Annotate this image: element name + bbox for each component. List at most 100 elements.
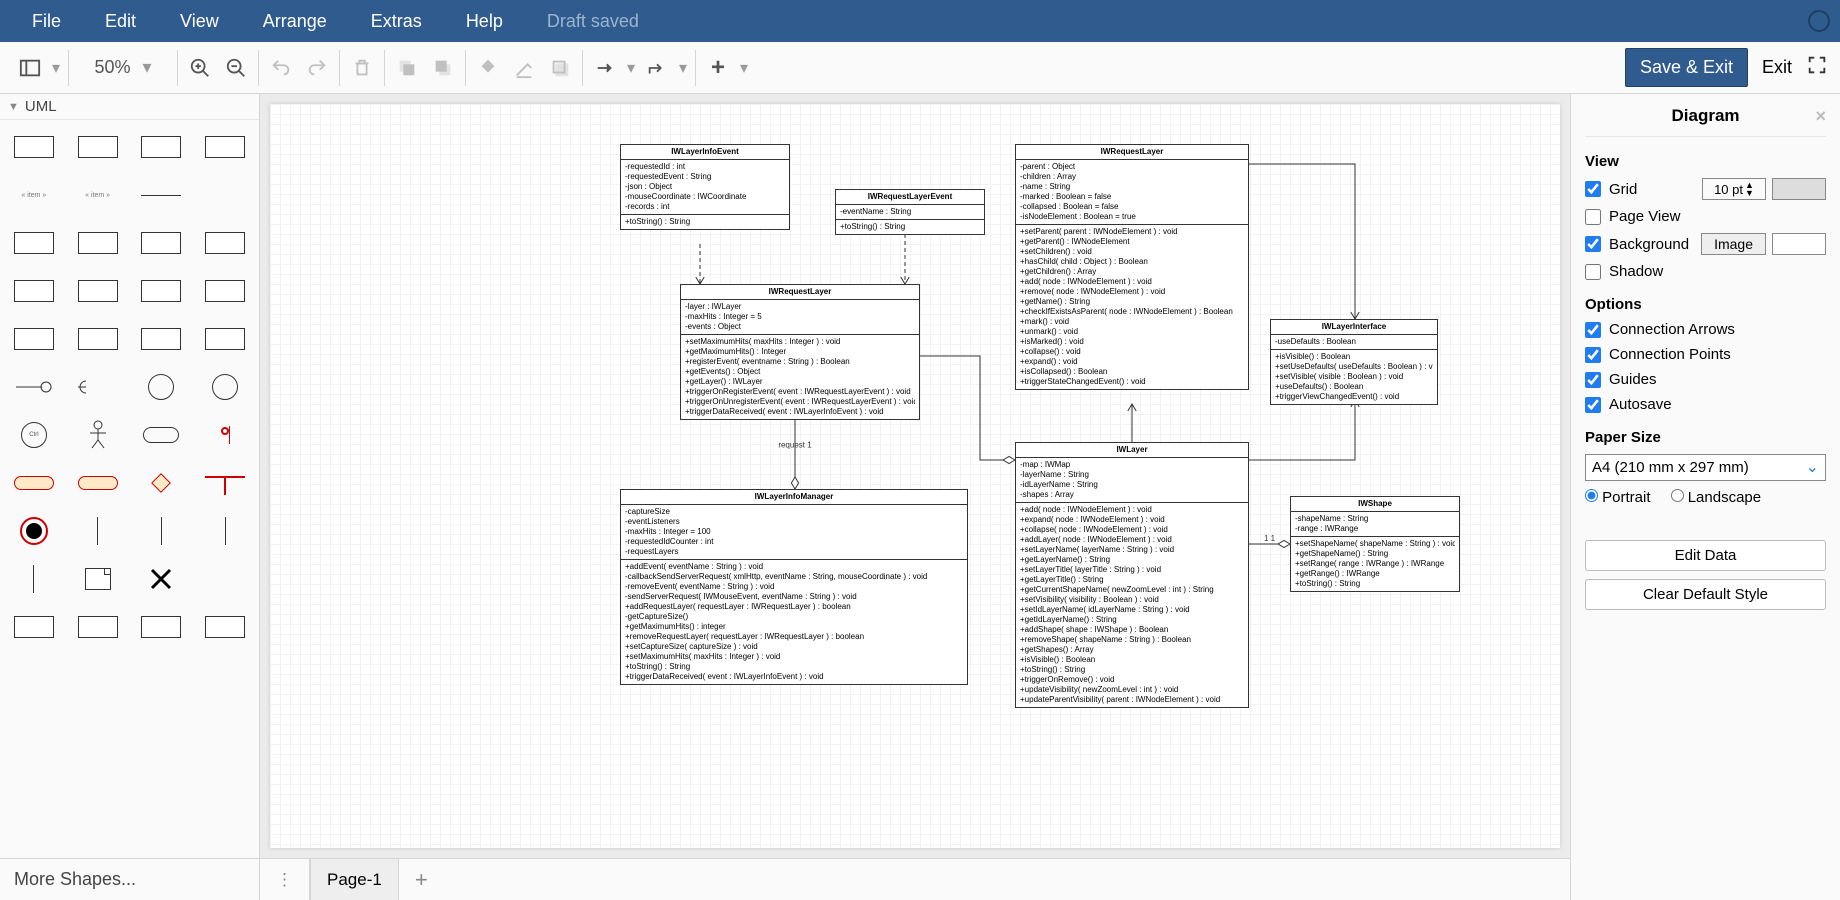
- paper[interactable]: request 11 1 IWLayerInfoEvent-requestedI…: [270, 104, 1560, 848]
- shape-thumb[interactable]: [132, 510, 192, 552]
- shape-thumb[interactable]: [195, 126, 255, 168]
- uml-class-IWRequestLayer_left[interactable]: IWRequestLayer-layer : IWLayer-maxHits :…: [680, 284, 920, 420]
- shape-thumb[interactable]: [68, 558, 128, 600]
- uml-class-IWLayerInfoEvent[interactable]: IWLayerInfoEvent-requestedId : int-reque…: [620, 144, 790, 230]
- zoom-out-icon[interactable]: [218, 50, 254, 86]
- shape-thumb[interactable]: [68, 606, 128, 648]
- uml-class-IWRequestLayer_top[interactable]: IWRequestLayer-parent : Object-children …: [1015, 144, 1249, 390]
- zoom-value[interactable]: 50%: [94, 57, 130, 78]
- uml-class-IWLayer[interactable]: IWLayer-map : IWMap-layerName : String-i…: [1015, 442, 1249, 708]
- sidebar-toggle-caret-icon[interactable]: ▾: [48, 50, 64, 86]
- uml-class-IWRequestLayerEvent[interactable]: IWRequestLayerEvent-eventName : String+t…: [835, 189, 985, 235]
- to-front-icon[interactable]: [389, 50, 425, 86]
- save-and-exit-button[interactable]: Save & Exit: [1625, 48, 1748, 87]
- shape-thumb[interactable]: [132, 174, 192, 216]
- fill-color-icon[interactable]: [470, 50, 506, 86]
- edit-data-button[interactable]: Edit Data: [1585, 540, 1826, 571]
- shape-thumb[interactable]: [195, 318, 255, 360]
- conn-points-checkbox[interactable]: [1585, 347, 1601, 363]
- shape-thumb[interactable]: [4, 318, 64, 360]
- line-color-icon[interactable]: [506, 50, 542, 86]
- connection-caret-icon[interactable]: ▾: [623, 50, 639, 86]
- shape-thumb[interactable]: [195, 558, 255, 600]
- guides-checkbox[interactable]: [1585, 372, 1601, 388]
- shape-thumb[interactable]: [195, 222, 255, 264]
- page-tabs-menu-icon[interactable]: ⋮: [260, 859, 310, 900]
- waypoint-icon[interactable]: [639, 50, 675, 86]
- uml-class-IWLayerInfoManager[interactable]: IWLayerInfoManager-captureSize-eventList…: [620, 489, 968, 685]
- shape-thumb[interactable]: [132, 270, 192, 312]
- shape-thumb[interactable]: [68, 366, 128, 408]
- uml-class-IWShape[interactable]: IWShape-shapeName : String-range : IWRan…: [1290, 496, 1460, 592]
- shadow-icon[interactable]: [542, 50, 578, 86]
- shape-thumb[interactable]: [68, 510, 128, 552]
- shape-thumb[interactable]: « item »: [68, 174, 128, 216]
- add-page-button[interactable]: +: [399, 859, 444, 900]
- delete-icon[interactable]: [344, 50, 380, 86]
- grid-checkbox[interactable]: [1585, 181, 1601, 197]
- shape-thumb[interactable]: [195, 174, 255, 216]
- grid-color-swatch[interactable]: [1772, 178, 1826, 200]
- shape-thumb[interactable]: [68, 414, 128, 456]
- shape-thumb[interactable]: [195, 366, 255, 408]
- conn-arrows-checkbox[interactable]: [1585, 322, 1601, 338]
- uml-class-IWLayerInterface[interactable]: IWLayerInterface-useDefaults : Boolean+i…: [1270, 319, 1438, 405]
- redo-icon[interactable]: [299, 50, 335, 86]
- shape-thumb[interactable]: [132, 558, 192, 600]
- page-tab-1[interactable]: Page-1: [310, 859, 399, 900]
- shape-thumb[interactable]: [4, 126, 64, 168]
- shape-thumb[interactable]: [195, 462, 255, 504]
- autosave-checkbox[interactable]: [1585, 397, 1601, 413]
- shape-thumb[interactable]: [195, 270, 255, 312]
- close-icon[interactable]: ×: [1815, 106, 1826, 127]
- shape-thumb[interactable]: [4, 606, 64, 648]
- shape-thumb[interactable]: [195, 606, 255, 648]
- shape-thumb[interactable]: [195, 414, 255, 456]
- background-image-button[interactable]: Image: [1701, 233, 1766, 255]
- fullscreen-icon[interactable]: [1806, 54, 1828, 81]
- shape-thumb[interactable]: [195, 510, 255, 552]
- shape-thumb[interactable]: Ctrl: [4, 414, 64, 456]
- shape-thumb[interactable]: [68, 126, 128, 168]
- menu-arrange[interactable]: Arrange: [241, 0, 349, 42]
- shape-thumb[interactable]: [4, 462, 64, 504]
- menu-extras[interactable]: Extras: [349, 0, 444, 42]
- undo-icon[interactable]: [263, 50, 299, 86]
- shape-thumb[interactable]: « item »: [4, 174, 64, 216]
- shape-thumb[interactable]: [132, 414, 192, 456]
- papersize-select[interactable]: A4 (210 mm x 297 mm): [1585, 454, 1826, 481]
- shape-thumb[interactable]: [68, 222, 128, 264]
- background-checkbox[interactable]: [1585, 236, 1601, 252]
- canvas-viewport[interactable]: request 11 1 IWLayerInfoEvent-requestedI…: [260, 94, 1570, 858]
- shape-thumb[interactable]: [68, 318, 128, 360]
- shape-thumb[interactable]: [132, 606, 192, 648]
- shape-thumb[interactable]: [4, 366, 64, 408]
- shape-thumb[interactable]: [68, 270, 128, 312]
- shape-thumb[interactable]: [132, 366, 192, 408]
- menu-view[interactable]: View: [158, 0, 241, 42]
- orientation-landscape[interactable]: Landscape: [1671, 489, 1762, 506]
- shape-thumb[interactable]: [4, 510, 64, 552]
- shape-thumb[interactable]: [68, 462, 128, 504]
- menu-file[interactable]: File: [10, 0, 83, 42]
- waypoint-caret-icon[interactable]: ▾: [675, 50, 691, 86]
- shape-thumb[interactable]: [4, 222, 64, 264]
- menu-edit[interactable]: Edit: [83, 0, 158, 42]
- globe-icon[interactable]: [1808, 10, 1830, 32]
- shape-thumb[interactable]: [132, 318, 192, 360]
- orientation-portrait[interactable]: Portrait: [1585, 489, 1651, 506]
- add-caret-icon[interactable]: ▾: [736, 50, 752, 86]
- clear-default-style-button[interactable]: Clear Default Style: [1585, 579, 1826, 610]
- add-icon[interactable]: +: [700, 50, 736, 86]
- shape-thumb[interactable]: [132, 222, 192, 264]
- zoom-in-icon[interactable]: [182, 50, 218, 86]
- shape-section-header[interactable]: ▼ UML: [0, 94, 259, 120]
- shadow-checkbox[interactable]: [1585, 264, 1601, 280]
- pageview-checkbox[interactable]: [1585, 209, 1601, 225]
- menu-help[interactable]: Help: [444, 0, 525, 42]
- exit-button[interactable]: Exit: [1758, 57, 1796, 78]
- to-back-icon[interactable]: [425, 50, 461, 86]
- background-color-swatch[interactable]: [1772, 233, 1826, 255]
- shape-thumb[interactable]: [132, 462, 192, 504]
- shape-thumb[interactable]: [4, 270, 64, 312]
